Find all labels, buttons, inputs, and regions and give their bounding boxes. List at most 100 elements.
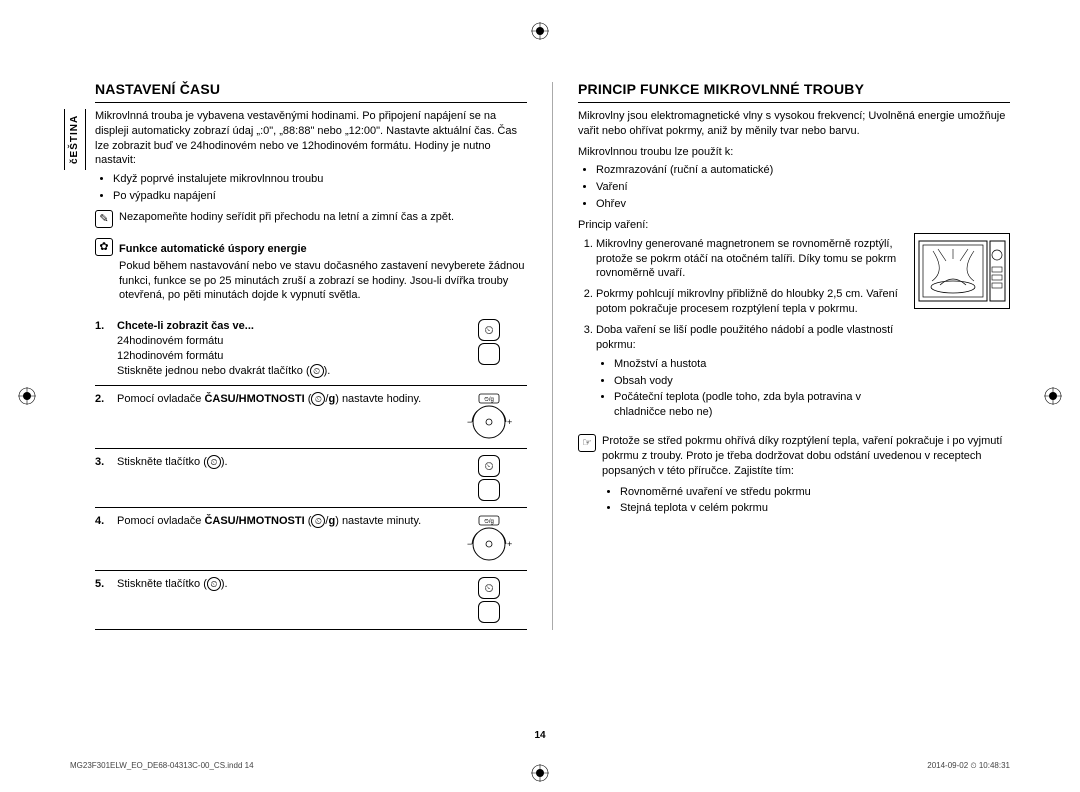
left-column: NASTAVENÍ ČASU Mikrovlnná trouba je vyba… bbox=[70, 80, 527, 630]
note-text: Nezapomeňte hodiny seřídit při přechodu … bbox=[119, 210, 454, 228]
step-number: 4. bbox=[95, 514, 109, 529]
step-post: ). bbox=[221, 578, 228, 590]
step-pre: Stiskněte tlačítko ( bbox=[117, 456, 207, 468]
step-after: nastavte hodiny. bbox=[342, 393, 421, 405]
svg-text:⏲/g: ⏲/g bbox=[484, 519, 494, 525]
note-dst: ✎ Nezapomeňte hodiny seřídit při přechod… bbox=[95, 210, 527, 228]
step-text: Pomocí ovladače ČASU/HMOTNOSTI (⏲/g) nas… bbox=[117, 514, 449, 529]
bullet-item: Množství a hustota bbox=[614, 357, 904, 372]
step-5: 5. Stiskněte tlačítko (⏲). ⏲ bbox=[95, 571, 527, 630]
clock-inline-icon: ⏲ bbox=[311, 514, 325, 528]
weight-symbol: g bbox=[328, 393, 335, 405]
clock-button-icon: ⏲ bbox=[478, 577, 500, 599]
svg-text:−: − bbox=[467, 539, 472, 549]
bullet-item: Ohřev bbox=[596, 197, 1010, 212]
intro-text: Mikrovlny jsou elektromagnetické vlny s … bbox=[578, 109, 1010, 139]
blank-button-icon bbox=[478, 479, 500, 501]
page-number: 14 bbox=[0, 729, 1080, 743]
footer-left: MG23F301ELW_EO_DE68-04313C-00_CS.indd 14 bbox=[70, 761, 254, 772]
step-2: 2. Pomocí ovladače ČASU/HMOTNOSTI (⏲/g) … bbox=[95, 386, 527, 449]
step-text: Stiskněte tlačítko (⏲). bbox=[117, 455, 449, 470]
svg-text:+: + bbox=[507, 417, 512, 427]
registration-mark-top bbox=[531, 22, 549, 40]
principle-list: Mikrovlny generované magnetronem se rovn… bbox=[578, 237, 904, 420]
bullet-item: Stejná teplota v celém pokrmu bbox=[620, 501, 1010, 516]
registration-mark-left bbox=[18, 387, 36, 405]
step-3: 3. Stiskněte tlačítko (⏲). ⏲ bbox=[95, 449, 527, 508]
intro-text: Mikrovlnná trouba je vybavena vestavěným… bbox=[95, 109, 527, 168]
clock-inline-icon: ⏲ bbox=[207, 455, 221, 469]
step-icon-col: ⏲/g − + bbox=[457, 392, 527, 442]
step-icon-col: ⏲ bbox=[457, 577, 527, 623]
step-number: 3. bbox=[95, 455, 109, 470]
footer: MG23F301ELW_EO_DE68-04313C-00_CS.indd 14… bbox=[70, 761, 1010, 772]
list-item: Mikrovlny generované magnetronem se rovn… bbox=[596, 237, 904, 282]
bullet-item: Když poprvé instalujete mikrovlnnou trou… bbox=[113, 172, 527, 187]
intro-bullets: Když poprvé instalujete mikrovlnnou trou… bbox=[95, 172, 527, 204]
heading-time-setting: NASTAVENÍ ČASU bbox=[95, 80, 527, 103]
right-column: PRINCIP FUNKCE MIKROVLNNÉ TROUBY Mikrovl… bbox=[578, 80, 1010, 630]
svg-text:+: + bbox=[507, 539, 512, 549]
use-bullets: Rozmrazování (ruční a automatické) Vařen… bbox=[578, 163, 1010, 212]
step-bold: Chcete-li zobrazit čas ve... bbox=[117, 320, 254, 332]
step-icon-col: ⏲ bbox=[457, 455, 527, 501]
registration-mark-right bbox=[1044, 387, 1062, 405]
clock-inline-icon: ⏲ bbox=[310, 364, 324, 378]
step-bold: ČASU/HMOTNOSTI bbox=[204, 515, 304, 527]
principle-heading: Princip vaření: bbox=[578, 218, 1010, 233]
svg-text:−: − bbox=[467, 417, 472, 427]
properties-bullets: Množství a hustota Obsah vody Počáteční … bbox=[596, 357, 904, 420]
step-4: 4. Pomocí ovladače ČASU/HMOTNOSTI (⏲/g) … bbox=[95, 508, 527, 571]
footer-right: 2014-09-02 ⏲ 10:48:31 bbox=[927, 761, 1010, 772]
step-text: Stiskněte tlačítko (⏲). bbox=[117, 577, 449, 592]
list-item: Doba vaření se liší podle použitého nádo… bbox=[596, 323, 904, 420]
step-after: Stiskněte jednou nebo dvakrát tlačítko ( bbox=[117, 365, 310, 377]
blank-button-icon bbox=[478, 343, 500, 365]
bullet-item: Rozmrazování (ruční a automatické) bbox=[596, 163, 1010, 178]
step-line: 24hodinovém formátu bbox=[117, 335, 223, 347]
result-bullets: Rovnoměrné uvaření ve středu pokrmu Stej… bbox=[602, 485, 1010, 517]
bullet-item: Vaření bbox=[596, 180, 1010, 195]
steps-list: 1. Chcete-li zobrazit čas ve... 24hodino… bbox=[95, 313, 527, 629]
bullet-item: Rovnoměrné uvaření ve středu pokrmu bbox=[620, 485, 1010, 500]
weight-symbol: g bbox=[328, 515, 335, 527]
microwave-diagram bbox=[914, 233, 1010, 309]
svg-text:⏲/g: ⏲/g bbox=[484, 397, 494, 403]
dial-icon: ⏲/g − + bbox=[459, 392, 519, 442]
energy-heading: Funkce automatické úspory energie bbox=[119, 242, 527, 257]
note-icon: ✎ bbox=[95, 210, 113, 228]
step-pre: Stiskněte tlačítko ( bbox=[117, 578, 207, 590]
heading-microwave-principle: PRINCIP FUNKCE MIKROVLNNÉ TROUBY bbox=[578, 80, 1010, 103]
step-number: 5. bbox=[95, 577, 109, 592]
step-icon-col: ⏲ bbox=[457, 319, 527, 365]
dial-icon: ⏲/g − + bbox=[459, 514, 519, 564]
step-icon-col: ⏲/g − + bbox=[457, 514, 527, 564]
step-pre: Pomocí ovladače bbox=[117, 515, 204, 527]
bullet-item: Po výpadku napájení bbox=[113, 189, 527, 204]
blank-button-icon bbox=[478, 601, 500, 623]
step-bold: ČASU/HMOTNOSTI bbox=[204, 393, 304, 405]
step-number: 2. bbox=[95, 392, 109, 407]
list-item: Pokrmy pohlcují mikrovlny přibližně do h… bbox=[596, 287, 904, 317]
clock-button-icon: ⏲ bbox=[478, 455, 500, 477]
energy-note: ✿ Funkce automatické úspory energie Poku… bbox=[95, 238, 527, 303]
column-divider bbox=[552, 82, 553, 630]
step-text: Pomocí ovladače ČASU/HMOTNOSTI (⏲/g) nas… bbox=[117, 392, 449, 407]
standing-time-note: ☞ Protože se střed pokrmu ohřívá díky ro… bbox=[578, 434, 1010, 520]
step-1: 1. Chcete-li zobrazit čas ve... 24hodino… bbox=[95, 313, 527, 385]
language-tab: čEŠTINA bbox=[64, 109, 86, 170]
bullet-item: Obsah vody bbox=[614, 374, 904, 389]
step-post: ). bbox=[221, 456, 228, 468]
note-text: Protože se střed pokrmu ohřívá díky rozp… bbox=[602, 435, 1002, 477]
step-number: 1. bbox=[95, 319, 109, 334]
bullet-item: Počáteční teplota (podle toho, zda byla … bbox=[614, 390, 904, 420]
clock-inline-icon: ⏲ bbox=[311, 392, 325, 406]
hand-icon: ☞ bbox=[578, 434, 596, 452]
step-text: Chcete-li zobrazit čas ve... 24hodinovém… bbox=[117, 319, 449, 378]
leaf-icon: ✿ bbox=[95, 238, 113, 256]
step-line: 12hodinovém formátu bbox=[117, 350, 223, 362]
step-pre: Pomocí ovladače bbox=[117, 393, 204, 405]
step-after2: ). bbox=[324, 365, 331, 377]
list-item-text: Doba vaření se liší podle použitého nádo… bbox=[596, 324, 893, 351]
use-heading: Mikrovlnnou troubu lze použít k: bbox=[578, 145, 1010, 160]
